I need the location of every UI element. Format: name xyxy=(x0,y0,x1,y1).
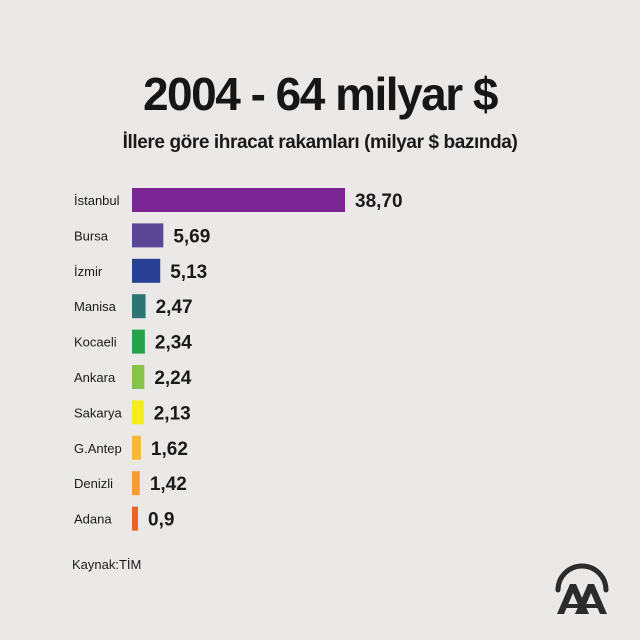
category-label: İstanbul xyxy=(74,193,120,208)
category-label: Ankara xyxy=(74,370,116,385)
value-label: 1,42 xyxy=(150,474,187,495)
chart-subtitle: İllere göre ihracat rakamları (milyar $ … xyxy=(122,132,518,153)
value-label: 5,69 xyxy=(173,226,210,247)
bar xyxy=(132,329,145,354)
bar xyxy=(132,188,345,212)
anadolu-agency-logo-icon xyxy=(555,563,609,614)
value-label: 2,13 xyxy=(154,403,191,424)
value-label: 0,9 xyxy=(148,510,174,531)
value-label: 5,13 xyxy=(170,262,207,283)
category-label: Sakarya xyxy=(74,405,122,420)
bar xyxy=(132,400,144,425)
bar xyxy=(132,471,140,496)
chart-title: 2004 - 64 milyar $ xyxy=(142,68,499,120)
bar xyxy=(132,506,138,531)
value-label: 2,34 xyxy=(155,333,192,354)
value-label: 2,24 xyxy=(154,368,191,389)
bar xyxy=(132,435,141,460)
bar xyxy=(132,365,145,389)
category-label: İzmir xyxy=(74,264,103,279)
category-label: Kocaeli xyxy=(74,335,117,350)
source-note: Kaynak:TİM xyxy=(72,557,142,572)
value-label: 38,70 xyxy=(355,191,403,212)
category-label: Denizli xyxy=(74,476,113,491)
value-label: 2,47 xyxy=(156,297,193,318)
category-label: Manisa xyxy=(74,299,117,314)
bar xyxy=(132,258,161,283)
bar xyxy=(132,294,146,319)
category-label: Bursa xyxy=(74,228,109,243)
value-label: 1,62 xyxy=(151,439,188,460)
bar xyxy=(132,223,164,248)
category-label: G.Antep xyxy=(74,441,122,456)
category-label: Adana xyxy=(74,512,112,527)
